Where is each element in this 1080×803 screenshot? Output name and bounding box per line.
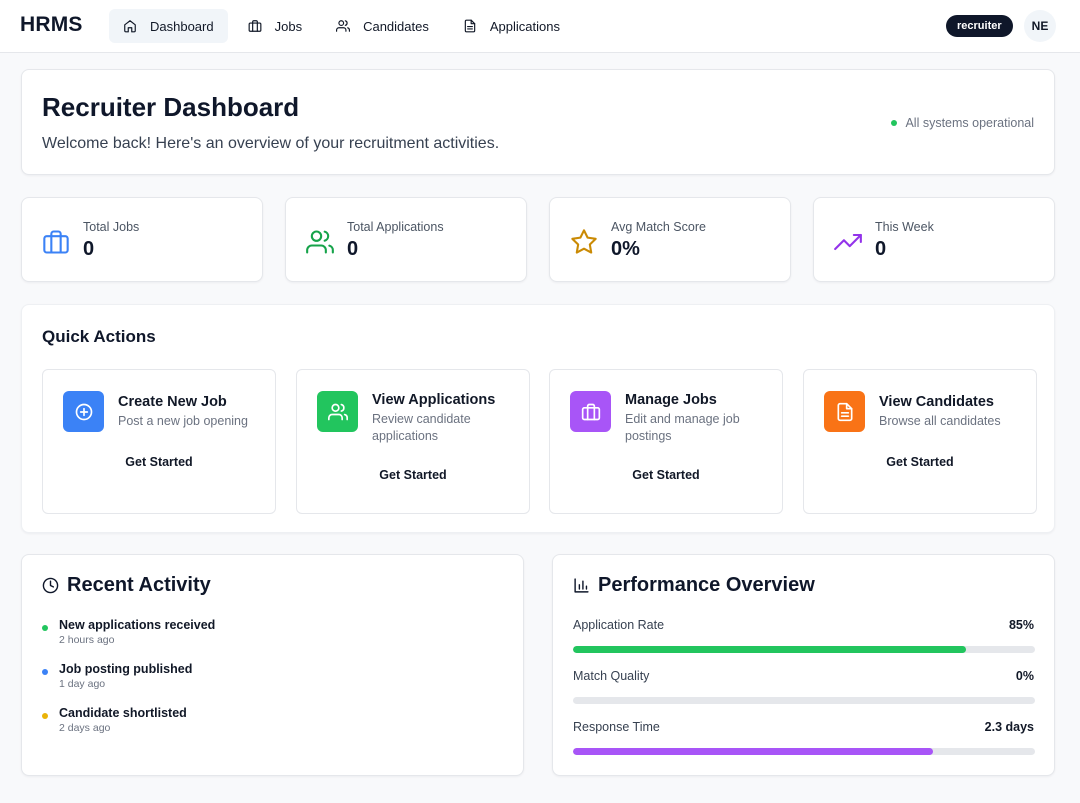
recent-activity-card: Recent Activity New applications receive…: [21, 554, 524, 776]
progress-fill: [573, 646, 966, 653]
get-started-button[interactable]: Get Started: [379, 468, 447, 482]
page-subtitle: Welcome back! Here's an overview of your…: [42, 135, 500, 152]
briefcase-icon: [248, 19, 262, 33]
stat-card-total-applications: Total Applications 0: [285, 197, 527, 282]
metric-value: 85%: [1008, 618, 1034, 632]
briefcase-icon: [42, 228, 70, 256]
users-icon: [306, 228, 334, 256]
quick-action-title: View Candidates: [879, 394, 994, 410]
quick-action-description: Edit and manage job postings: [625, 412, 740, 443]
role-badge: recruiter: [946, 15, 1013, 37]
performance-overview-card: Performance Overview Application Rate 85…: [552, 554, 1055, 776]
get-started-button[interactable]: Get Started: [125, 455, 193, 469]
activity-time: 2 days ago: [59, 722, 111, 734]
quick-action-title: Create New Job: [118, 394, 227, 410]
stat-label: This Week: [875, 220, 934, 234]
stat-label: Avg Match Score: [611, 220, 706, 234]
metric-label: Application Rate: [573, 618, 665, 632]
stat-label: Total Jobs: [83, 220, 140, 234]
home-icon: [123, 19, 137, 33]
activity-time: 1 day ago: [59, 678, 106, 690]
quick-action-title: View Applications: [372, 392, 496, 408]
dashboard-header-card: Recruiter Dashboard Welcome back! Here's…: [21, 69, 1055, 175]
bar-chart-icon: [573, 577, 590, 594]
metric-value: 0%: [1015, 669, 1034, 683]
get-started-button[interactable]: Get Started: [632, 468, 700, 482]
users-icon: [336, 19, 351, 33]
stat-card-avg-match-score: Avg Match Score 0%: [549, 197, 791, 282]
activity-title: Candidate shortlisted: [59, 706, 187, 720]
stat-value: 0: [875, 238, 887, 260]
progress-track: [573, 646, 1035, 653]
top-navigation-bar: HRMS Dashboard Jobs Candidates Applicati…: [0, 0, 1080, 53]
briefcase-icon: [570, 391, 611, 432]
activity-dot: [42, 625, 48, 631]
panel-title: Recent Activity: [42, 574, 211, 597]
file-text-icon: [824, 391, 865, 432]
nav-item-label: Applications: [489, 18, 560, 34]
nav-item-label: Jobs: [274, 18, 303, 34]
activity-time: 2 hours ago: [59, 634, 115, 646]
panel-title: Performance Overview: [573, 574, 815, 597]
quick-action-description: Browse all candidates: [879, 414, 1001, 428]
metric-value: 2.3 days: [984, 720, 1034, 734]
stat-label: Total Applications: [347, 220, 444, 234]
activity-dot: [42, 713, 48, 719]
stat-card-total-jobs: Total Jobs 0: [21, 197, 263, 282]
nav-item-jobs[interactable]: Jobs: [234, 9, 316, 43]
nav-item-label: Dashboard: [150, 18, 214, 34]
system-status: All systems operational: [891, 116, 1034, 130]
main-nav: Dashboard Jobs Candidates Applications: [109, 9, 574, 43]
activity-title: Job posting published: [59, 662, 193, 676]
get-started-button[interactable]: Get Started: [886, 455, 954, 469]
quick-action-view-candidates[interactable]: View Candidates Browse all candidates Ge…: [803, 369, 1037, 514]
activity-title: New applications received: [59, 618, 216, 632]
quick-action-description: Review candidate applications: [372, 412, 471, 443]
star-icon: [570, 228, 598, 256]
activity-dot: [42, 669, 48, 675]
stat-value: 0%: [611, 238, 640, 260]
clock-icon: [42, 577, 59, 594]
stat-value: 0: [347, 238, 359, 260]
nav-item-dashboard[interactable]: Dashboard: [109, 9, 228, 43]
stat-card-this-week: This Week 0: [813, 197, 1055, 282]
stat-value: 0: [83, 238, 95, 260]
section-title: Quick Actions: [42, 327, 156, 346]
brand-logo[interactable]: HRMS: [20, 13, 83, 36]
status-text: All systems operational: [905, 116, 1034, 130]
quick-action-description: Post a new job opening: [118, 414, 248, 428]
nav-item-candidates[interactable]: Candidates: [322, 9, 443, 43]
trending-up-icon: [834, 228, 862, 256]
users-icon: [317, 391, 358, 432]
page-title: Recruiter Dashboard: [42, 92, 300, 122]
metric-label: Response Time: [573, 720, 660, 734]
panel-title-text: Performance Overview: [598, 574, 815, 596]
metric-label: Match Quality: [573, 669, 650, 683]
file-text-icon: [463, 19, 477, 33]
progress-track: [573, 748, 1035, 755]
progress-track: [573, 697, 1035, 704]
nav-item-applications[interactable]: Applications: [449, 9, 574, 43]
nav-item-label: Candidates: [363, 18, 429, 34]
panel-title-text: Recent Activity: [67, 574, 211, 596]
status-dot: [891, 120, 898, 126]
quick-action-create-job[interactable]: Create New Job Post a new job opening Ge…: [42, 369, 276, 514]
progress-fill: [573, 748, 934, 755]
user-avatar[interactable]: NE: [1024, 10, 1056, 42]
plus-circle-icon: [63, 391, 104, 432]
quick-actions-card: Quick Actions Create New Job Post a new …: [21, 304, 1055, 533]
quick-action-title: Manage Jobs: [625, 392, 717, 408]
quick-action-view-applications[interactable]: View Applications Review candidate appli…: [296, 369, 530, 514]
quick-action-manage-jobs[interactable]: Manage Jobs Edit and manage job postings…: [549, 369, 783, 514]
